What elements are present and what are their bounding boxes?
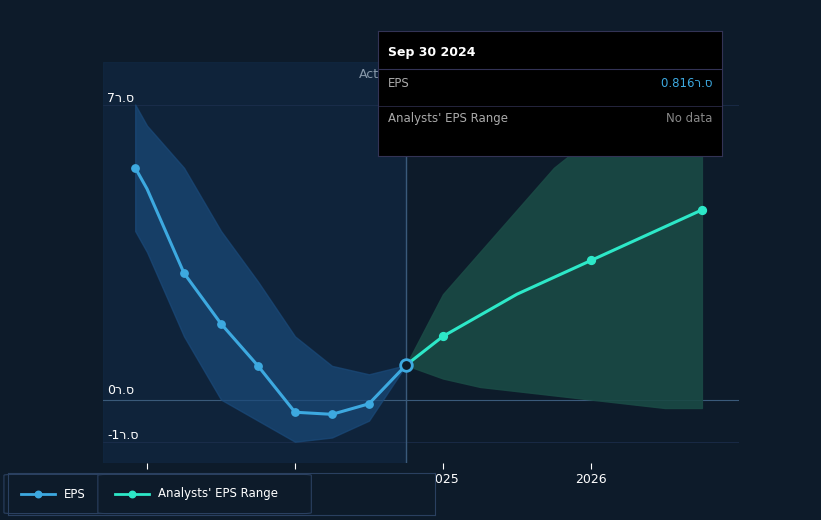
Text: Analysts' EPS Range: Analysts' EPS Range: [388, 112, 508, 125]
Point: [362, 400, 375, 408]
Text: Actual: Actual: [360, 68, 398, 81]
Text: 0.816‫ר.ס: 0.816‫ר.ס: [661, 77, 712, 90]
Point: [126, 490, 139, 498]
Text: EPS: EPS: [64, 488, 85, 500]
Point: [437, 332, 450, 341]
Text: EPS: EPS: [388, 77, 410, 90]
Point: [214, 320, 227, 328]
Text: No data: No data: [666, 112, 712, 125]
Text: 0ר.ס: 0ר.ס: [107, 384, 134, 397]
Text: Sep 30 2024: Sep 30 2024: [388, 46, 475, 59]
Point: [325, 410, 338, 419]
Text: -1ר.ס: -1ר.ס: [107, 428, 139, 441]
Bar: [103, 62, 406, 463]
Text: 7ר.ס: 7ר.ס: [107, 92, 134, 105]
Point: [251, 362, 264, 370]
Point: [585, 256, 598, 265]
FancyBboxPatch shape: [4, 474, 107, 514]
Point: [31, 490, 44, 498]
Point: [288, 408, 301, 417]
Point: [129, 164, 142, 172]
Text: Analysts Forecasts: Analysts Forecasts: [413, 68, 530, 81]
Text: Analysts' EPS Range: Analysts' EPS Range: [158, 488, 277, 500]
FancyBboxPatch shape: [98, 474, 311, 514]
Point: [177, 269, 190, 277]
Point: [695, 206, 709, 214]
Point: [399, 361, 412, 369]
